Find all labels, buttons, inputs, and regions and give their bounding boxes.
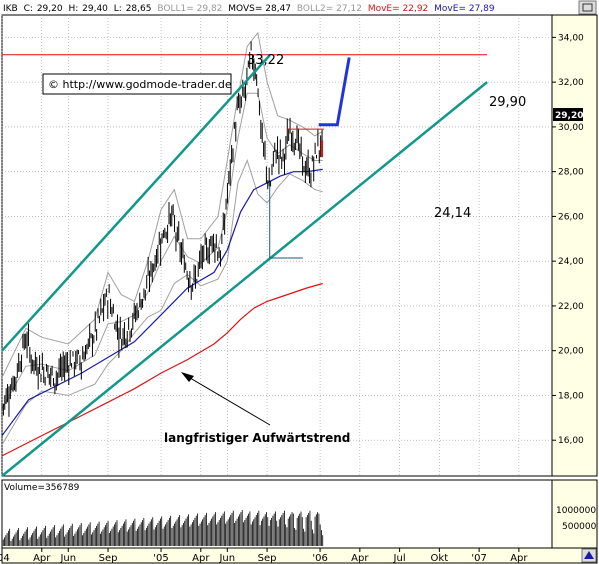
series-movs-line <box>1 92 323 410</box>
target-level-label: 29,90 <box>489 95 526 110</box>
y-tick-label: 30,00 <box>558 123 584 133</box>
x-tick-label: Sep <box>258 553 277 564</box>
price-bars <box>1 41 324 417</box>
volume-axis-area <box>551 479 598 549</box>
low-value: 28,65 <box>126 4 152 14</box>
x-tick-label: Apr <box>351 553 369 564</box>
x-tick-label: Okt <box>431 553 449 564</box>
close-label: C: <box>24 4 33 14</box>
low-label: L: <box>114 4 122 14</box>
x-tick-label: Apr <box>33 553 51 564</box>
last-price-tag-text: 29,20 <box>555 111 583 121</box>
x-tick-label: Apr <box>192 553 210 564</box>
move-fast-value: 27,89 <box>469 4 495 14</box>
move-slow-value: 22,92 <box>403 4 429 14</box>
high-value: 29,40 <box>82 4 108 14</box>
y-tick-label: 34,00 <box>558 33 584 43</box>
x-tick-label: '05 <box>153 553 168 564</box>
x-tick-label: Jun <box>59 553 76 564</box>
watermark-box <box>42 73 232 95</box>
boll1-label: BOLL1= <box>157 4 193 14</box>
scroll-up-icon <box>584 551 594 559</box>
maximize-icon <box>582 3 593 12</box>
boll2-value: 27,12 <box>336 4 362 14</box>
boll2-label: BOLL2= <box>297 4 333 14</box>
projection-line <box>318 57 351 127</box>
y-tick-label: 26,00 <box>558 212 584 222</box>
last-price-tag <box>553 108 583 121</box>
ticker-label: IKB <box>3 4 18 14</box>
boll1-value: 29,82 <box>197 4 223 14</box>
channel-upper-line <box>1 54 271 352</box>
x-tick-label: Jun <box>218 553 235 564</box>
volume-panel <box>1 510 324 546</box>
y-tick-label: 24,00 <box>558 257 584 267</box>
x-tick-label: '06 <box>312 553 327 564</box>
y-tick-label: 16,00 <box>558 436 584 446</box>
movs-value: 28,47 <box>265 4 291 14</box>
volume-tick-1000000: 1000000 <box>556 506 596 516</box>
x-tick-label: '07 <box>471 553 486 564</box>
resistance-level-label: 33,22 <box>247 53 284 68</box>
y-tick-label: 20,00 <box>558 347 584 357</box>
trend-arrow-shaft <box>184 374 271 426</box>
x-tick-label: '04 <box>0 553 10 564</box>
chart-frame <box>1 14 598 564</box>
price-axis-area <box>551 14 598 477</box>
y-tick-label: 32,00 <box>558 78 584 88</box>
trend-label: langfristiger Aufwärtstrend <box>164 431 350 445</box>
y-tick-label: 18,00 <box>558 391 584 401</box>
volume-label: Volume=356789 <box>4 483 80 493</box>
trend-lines <box>1 54 488 477</box>
panel-maximize-button[interactable] <box>578 0 597 15</box>
move-slow-label: MovE= <box>368 4 400 14</box>
movs-label: MOVS= <box>228 4 262 14</box>
move-fast-label: MovE= <box>434 4 466 14</box>
series-boll1-line <box>1 31 323 378</box>
support-level-label: 24,14 <box>434 206 471 221</box>
x-tick-label: Sep <box>99 553 118 564</box>
time-axis-area <box>1 547 598 564</box>
watermark-text: © http://www.godmode-trader.de <box>48 78 232 91</box>
y-tick-label: 28,00 <box>558 168 584 178</box>
chart-header-legend: IKB C: 29,20 H: 29,40 L: 28,65 BOLL1= 29… <box>3 4 495 14</box>
volume-tick-500000: 500000 <box>562 522 597 532</box>
price-gridlines <box>1 15 552 476</box>
y-tick-label: 22,00 <box>558 302 584 312</box>
close-value: 29,20 <box>37 4 63 14</box>
axes: 34,00 32,00 30,00 28,00 26,00 24,00 22,00 20,00… <box>0 33 584 564</box>
channel-lower-line <box>1 81 488 477</box>
high-label: H: <box>68 4 78 14</box>
trend-arrow-head <box>181 372 194 382</box>
x-tick-label: Jul <box>393 553 406 564</box>
x-tick-label: Apr <box>510 553 528 564</box>
